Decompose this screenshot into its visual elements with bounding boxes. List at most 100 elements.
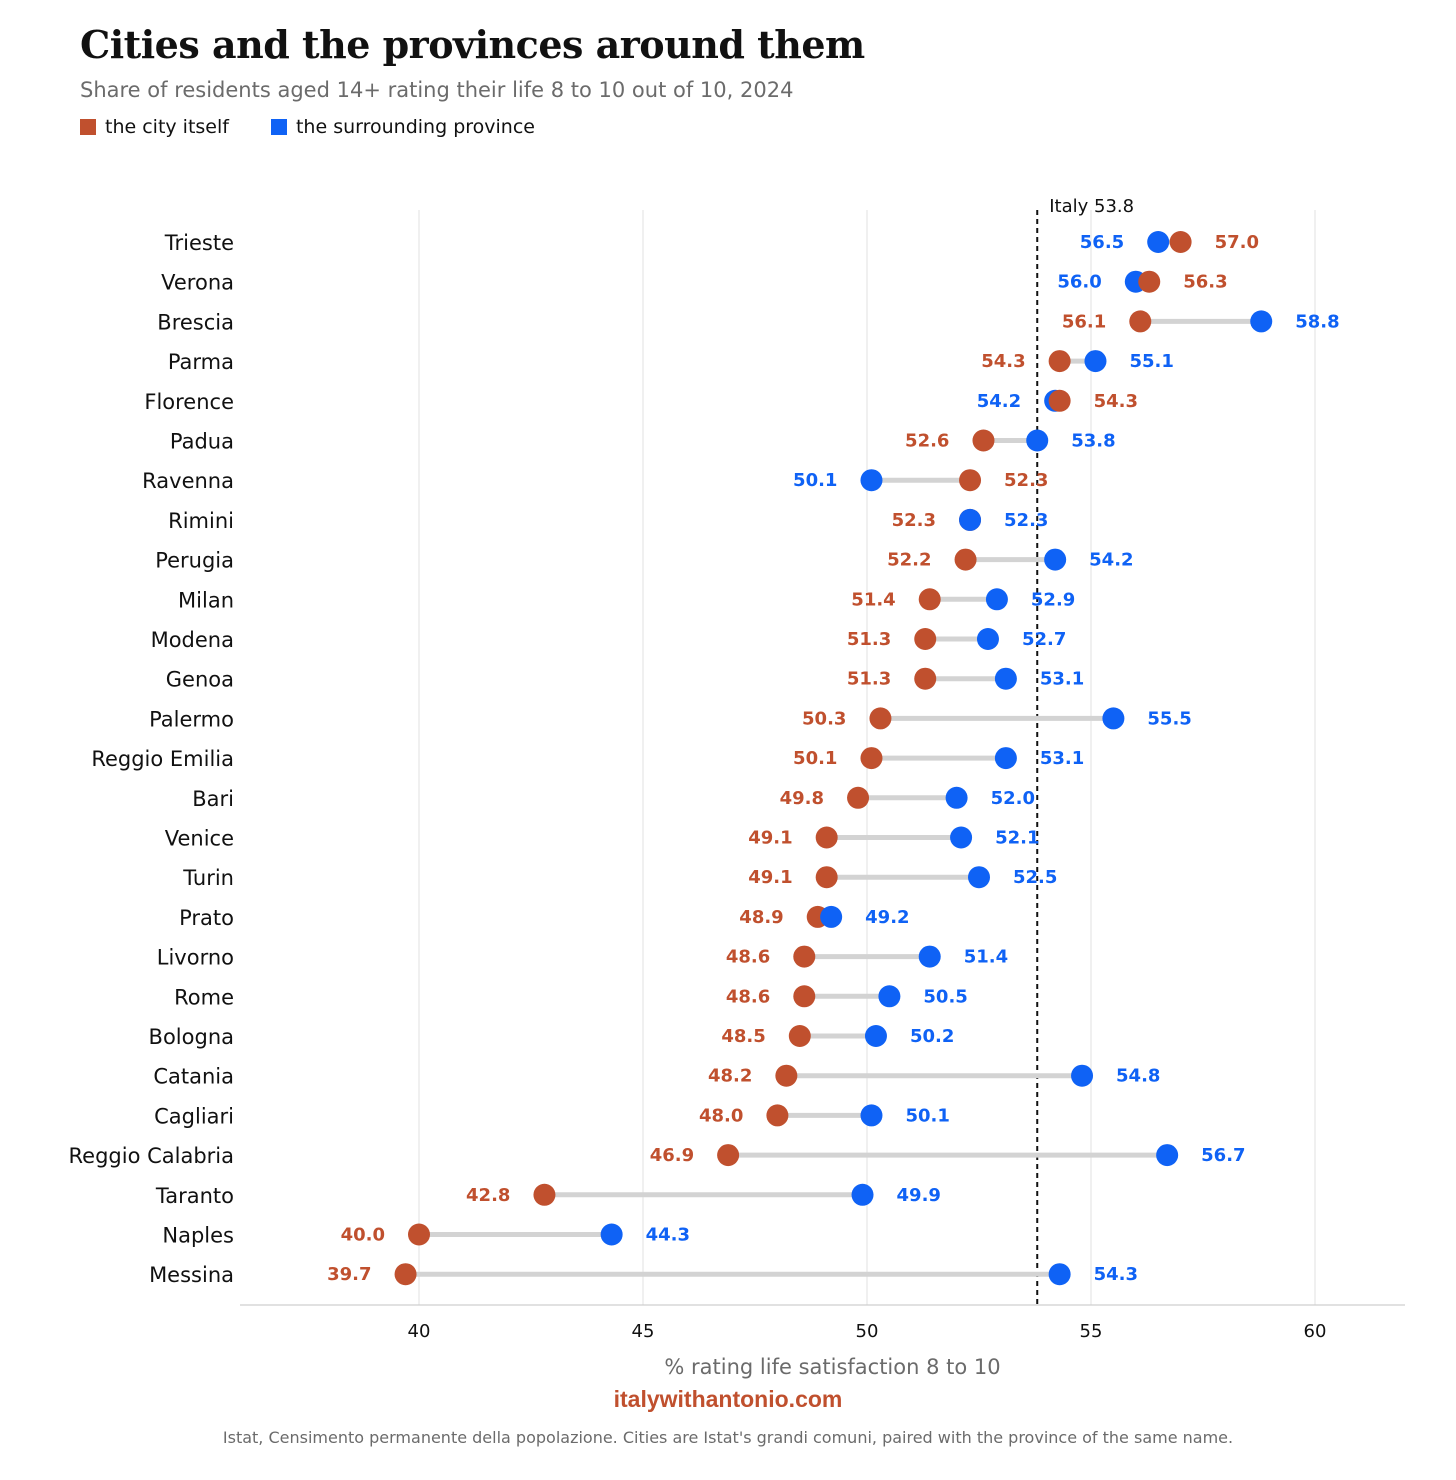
category-label: Taranto (155, 1184, 234, 1208)
category-label: Verona (161, 271, 234, 295)
legend: the city itself the surrounding province (80, 116, 577, 138)
province-value-label: 50.1 (905, 1105, 949, 1126)
category-label: Prato (179, 906, 234, 930)
city-value-label: 57.0 (1215, 232, 1259, 253)
province-dot (1250, 310, 1273, 333)
province-value-label: 53.1 (1040, 748, 1084, 769)
city-value-label: 39.7 (327, 1264, 371, 1285)
province-value-label: 54.2 (977, 391, 1021, 412)
category-label: Reggio Emilia (91, 747, 234, 771)
reference-line-label: Italy 53.8 (1049, 196, 1134, 217)
legend-item-province: the surrounding province (270, 116, 535, 138)
city-dot (1129, 310, 1152, 333)
dumbbell-chart: 40 45 50 55 60 % rating life satisfaction 8 t… (69, 196, 1405, 1379)
city-value-label: 52.6 (905, 431, 949, 452)
legend-item-city: the city itself (80, 116, 229, 138)
category-label: Reggio Calabria (69, 1144, 235, 1168)
province-value-label: 44.3 (646, 1225, 690, 1246)
city-dot (847, 786, 870, 809)
province-dot (945, 786, 968, 809)
city-dot (408, 1223, 430, 1246)
city-value-label: 51.3 (847, 669, 891, 690)
city-value-label: 48.2 (708, 1066, 752, 1087)
province-dot (878, 985, 901, 1008)
city-dot (1048, 389, 1071, 412)
x-tick-label-45: 45 (632, 1321, 655, 1342)
category-label: Venice (165, 827, 234, 851)
category-label: Catania (153, 1065, 234, 1089)
city-value-label: 52.3 (1004, 470, 1048, 491)
city-dot (972, 429, 995, 452)
province-dot (976, 628, 999, 650)
city-value-label: 50.3 (802, 708, 846, 729)
province-value-label: 52.3 (1004, 510, 1048, 531)
city-value-label: 40.0 (341, 1225, 385, 1246)
province-dot (985, 588, 1008, 611)
city-value-label: 54.3 (981, 351, 1025, 372)
chart-subtitle: Share of residents aged 14+ rating their… (80, 78, 794, 102)
province-value-label: 52.0 (991, 788, 1035, 809)
city-dot (959, 469, 982, 492)
province-value-label: 54.2 (1089, 550, 1133, 571)
category-label: Perugia (155, 549, 234, 573)
category-label: Cagliari (154, 1104, 234, 1128)
category-label: Brescia (157, 310, 234, 334)
province-dot (994, 747, 1017, 770)
province-value-label: 52.7 (1022, 629, 1066, 650)
province-value-label: 50.2 (910, 1026, 954, 1047)
province-dot (1026, 429, 1049, 452)
province-dot (1044, 548, 1067, 571)
province-dot (959, 508, 982, 531)
city-dot (1048, 350, 1071, 373)
city-value-label: 52.2 (887, 550, 931, 571)
city-dot (1138, 270, 1161, 293)
province-dot (860, 469, 883, 492)
category-label: Bologna (149, 1025, 234, 1049)
category-label: Messina (149, 1263, 234, 1287)
city-dot (860, 747, 883, 770)
city-value-label: 42.8 (466, 1185, 510, 1206)
source-note: Istat, Censimento permanente della popol… (222, 1428, 1234, 1447)
category-label: Padua (170, 430, 234, 454)
province-dot (860, 1104, 883, 1127)
city-dot (914, 628, 937, 650)
province-dot (950, 826, 973, 849)
city-value-label: 46.9 (650, 1145, 694, 1166)
province-value-label: 50.5 (923, 986, 967, 1007)
province-value-label: 56.7 (1201, 1145, 1245, 1166)
category-label: Florence (144, 390, 234, 414)
category-label: Livorno (157, 946, 234, 970)
city-dot (766, 1104, 789, 1127)
category-label: Turin (182, 866, 234, 890)
category-label: Rome (174, 985, 234, 1009)
category-label: Modena (151, 628, 234, 652)
city-value-label: 50.1 (793, 748, 837, 769)
province-value-label: 52.1 (995, 828, 1039, 849)
category-label: Ravenna (142, 469, 234, 493)
city-value-label: 49.1 (748, 867, 792, 888)
city-value-label: 49.8 (780, 788, 824, 809)
city-value-label: 54.3 (1094, 391, 1138, 412)
province-dot (864, 1025, 887, 1047)
legend-label-city: the city itself (105, 116, 229, 138)
x-tick-label-40: 40 (408, 1321, 431, 1342)
city-dot (954, 548, 977, 571)
brand-footer: italywithantonio.com (613, 1386, 843, 1412)
province-value-label: 49.9 (897, 1185, 941, 1206)
province-value-label: 55.5 (1147, 708, 1191, 729)
city-dot (533, 1183, 556, 1206)
category-label: Rimini (168, 509, 234, 533)
city-dot (394, 1263, 417, 1286)
province-dot (1048, 1263, 1071, 1286)
province-value-label: 53.1 (1040, 669, 1084, 690)
province-dot (968, 866, 990, 889)
province-value-label: 52.9 (1031, 589, 1075, 610)
city-dot (918, 588, 941, 611)
category-label: Trieste (164, 231, 234, 255)
city-value-label: 48.0 (699, 1105, 743, 1126)
x-tick-label-60: 60 (1304, 1321, 1327, 1342)
province-dot (1071, 1064, 1094, 1087)
province-value-label: 55.1 (1129, 351, 1173, 372)
province-value-label: 56.5 (1080, 232, 1124, 253)
category-label: Parma (168, 350, 234, 374)
